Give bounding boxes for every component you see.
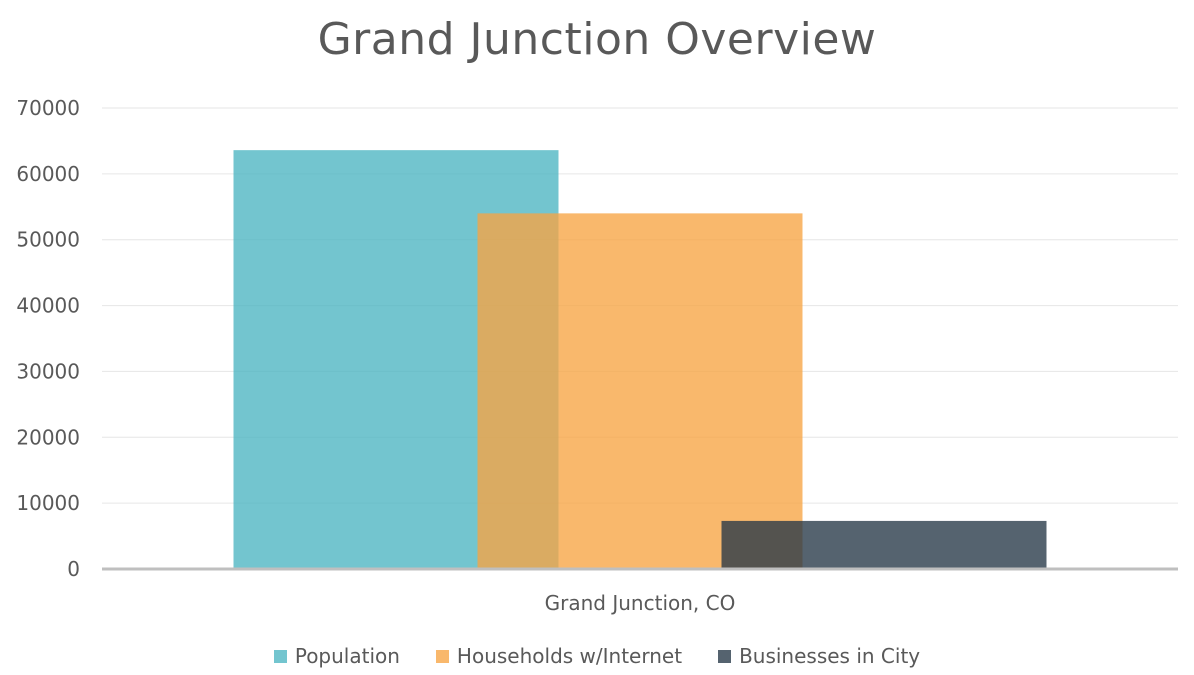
bar-households-w-internet — [477, 213, 803, 569]
legend-swatch — [435, 649, 449, 663]
y-tick-label: 40000 — [16, 294, 80, 318]
y-tick-label: 10000 — [16, 491, 80, 515]
y-tick-label: 0 — [67, 557, 80, 581]
legend: Population Households w/Internet Businesse… — [0, 644, 1194, 668]
y-tick-label: 50000 — [16, 228, 80, 252]
bar-businesses-in-city — [721, 520, 1047, 569]
chart-title: Grand Junction Overview — [317, 14, 877, 65]
legend-item: Households w/Internet — [435, 644, 683, 668]
x-category-label: Grand Junction, CO — [545, 591, 736, 615]
y-tick-label: 60000 — [16, 162, 80, 186]
legend-label: Households w/Internet — [456, 644, 683, 668]
legend-swatch — [273, 649, 287, 663]
y-tick-label: 20000 — [16, 425, 80, 449]
y-tick-label: 30000 — [16, 359, 80, 383]
legend-item: Population — [273, 644, 400, 668]
legend-label: Businesses in City — [739, 644, 921, 668]
legend-label: Population — [294, 644, 400, 668]
y-tick-label: 70000 — [16, 96, 80, 120]
legend-swatch — [718, 649, 732, 663]
legend-item: Businesses in City — [718, 644, 920, 668]
